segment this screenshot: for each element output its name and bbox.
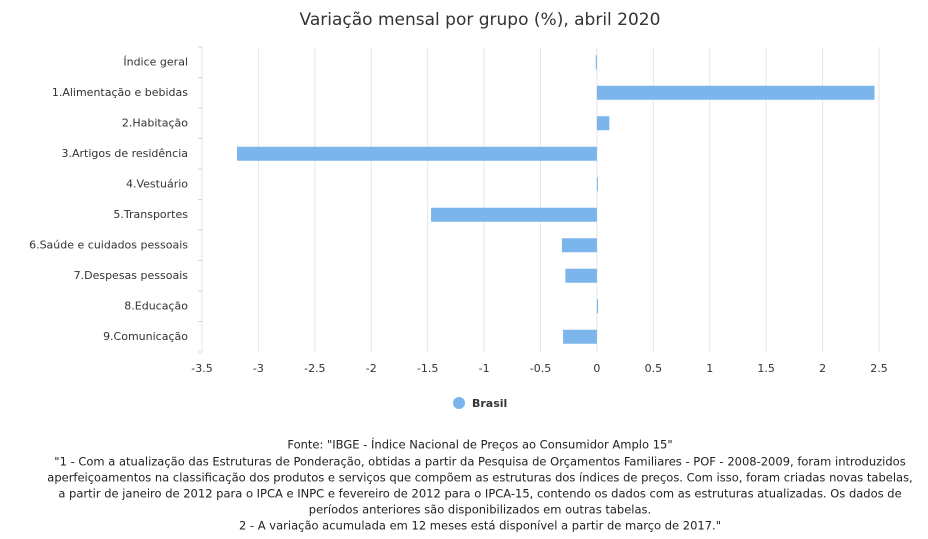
x-tick-label: 2.5 bbox=[870, 362, 888, 375]
bar bbox=[565, 268, 597, 283]
x-tick-label: 1.5 bbox=[757, 362, 775, 375]
x-tick-label: 1 bbox=[706, 362, 713, 375]
note-line: aperfeiçoamentos na classificação dos pr… bbox=[47, 471, 912, 485]
x-tick-label: -3 bbox=[253, 362, 264, 375]
legend-marker bbox=[453, 397, 465, 409]
bar bbox=[561, 238, 597, 253]
x-tick-label: -2.5 bbox=[304, 362, 325, 375]
bar bbox=[431, 207, 597, 222]
y-tick-label: 3.Artigos de residência bbox=[62, 147, 189, 160]
x-tick-label: -1.5 bbox=[417, 362, 438, 375]
note-line: períodos anteriores são disponibilizados… bbox=[309, 503, 651, 517]
x-tick-label: 0.5 bbox=[645, 362, 663, 375]
x-tick-label: -0.5 bbox=[530, 362, 551, 375]
source: Fonte: "IBGE - Índice Nacional de Preços… bbox=[287, 437, 672, 452]
chart-title: Variação mensal por grupo (%), abril 202… bbox=[300, 10, 661, 30]
bar bbox=[236, 146, 597, 161]
note-line: a partir de janeiro de 2012 para o IPCA … bbox=[58, 487, 901, 501]
y-tick-label: Índice geral bbox=[123, 55, 188, 68]
bar bbox=[595, 55, 597, 70]
x-tick-label: -2 bbox=[366, 362, 377, 375]
note-line: "1 - Com a atualização das Estruturas de… bbox=[54, 455, 905, 469]
y-tick-label: 1.Alimentação e bebidas bbox=[52, 86, 188, 99]
y-tick-label: 6.Saúde e cuidados pessoais bbox=[29, 238, 188, 251]
x-tick-label: 0 bbox=[593, 362, 600, 375]
y-tick-label: 7.Despesas pessoais bbox=[74, 269, 189, 282]
x-tick-label: 2 bbox=[819, 362, 826, 375]
y-tick-label: 8.Educação bbox=[124, 299, 188, 312]
bar bbox=[596, 85, 875, 100]
note-line: 2 - A variação acumulada em 12 meses est… bbox=[239, 519, 721, 533]
y-tick-label: 5.Transportes bbox=[113, 208, 188, 221]
legend-label: Brasil bbox=[472, 397, 507, 410]
x-tick-label: -1 bbox=[479, 362, 490, 375]
y-tick-label: 2.Habitação bbox=[122, 116, 188, 129]
bar bbox=[563, 329, 597, 344]
bar bbox=[596, 116, 610, 131]
x-tick-label: -3.5 bbox=[191, 362, 212, 375]
y-tick-label: 9.Comunicação bbox=[103, 330, 188, 343]
y-tick-label: 4.Vestuário bbox=[126, 177, 188, 190]
bar bbox=[596, 299, 599, 314]
bar bbox=[596, 177, 598, 192]
